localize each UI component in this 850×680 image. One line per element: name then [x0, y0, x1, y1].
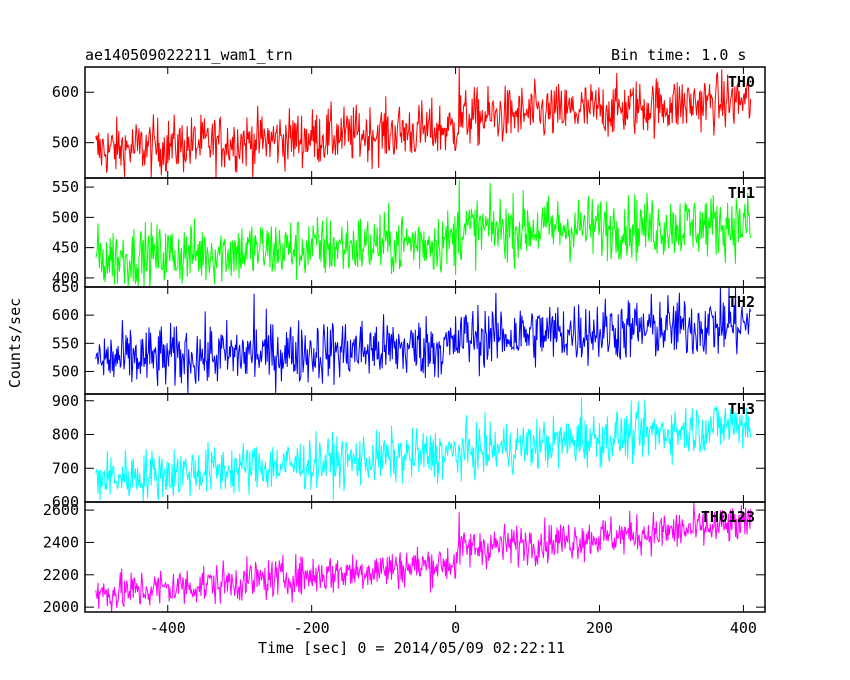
x-tick-label: 0 [451, 619, 460, 637]
y-tick-label: 650 [52, 278, 79, 296]
bin-time-label: Bin time: 1.0 s [611, 46, 747, 64]
panel-label-th0: TH0 [728, 73, 755, 91]
panel-label-th3: TH3 [728, 400, 755, 418]
panel-label-th1: TH1 [728, 184, 755, 202]
panel-label-th2: TH2 [728, 293, 755, 311]
y-tick-label: 2600 [43, 501, 79, 519]
chart-title: ae140509022211_wam1_trn [85, 46, 293, 64]
x-tick-label: 200 [586, 619, 613, 637]
x-axis-label: Time [sec] 0 = 2014/05/09 02:22:11 [258, 639, 566, 657]
y-tick-label: 2200 [43, 566, 79, 584]
y-tick-label: 500 [52, 362, 79, 380]
x-tick-label: 400 [730, 619, 757, 637]
y-tick-label: 600 [52, 493, 79, 511]
y-tick-label: 600 [52, 83, 79, 101]
x-tick-label: -200 [294, 619, 330, 637]
series-th1 [95, 179, 752, 288]
y-tick-label: 2400 [43, 533, 79, 551]
y-tick-label: 900 [52, 392, 79, 410]
panel-frame-th0123 [84, 501, 766, 613]
series-th2 [95, 286, 752, 395]
series-th0 [95, 66, 752, 179]
panel-label-th0123: TH0123 [701, 508, 755, 526]
y-tick-label: 550 [52, 334, 79, 352]
series-th3 [95, 397, 752, 503]
y-tick-label: 500 [52, 208, 79, 226]
y-tick-label: 400 [52, 269, 79, 287]
y-tick-label: 2000 [43, 598, 79, 616]
y-tick-label: 500 [52, 134, 79, 152]
y-tick-label: 550 [52, 178, 79, 196]
y-axis-label: Counts/sec [6, 297, 24, 389]
y-tick-label: 600 [52, 306, 79, 324]
y-tick-label: 450 [52, 239, 79, 257]
series-th0123 [95, 501, 752, 613]
panel-frame-th3 [84, 393, 766, 503]
y-tick-label: 800 [52, 426, 79, 444]
x-tick-label: -400 [150, 619, 186, 637]
y-tick-label: 700 [52, 459, 79, 477]
